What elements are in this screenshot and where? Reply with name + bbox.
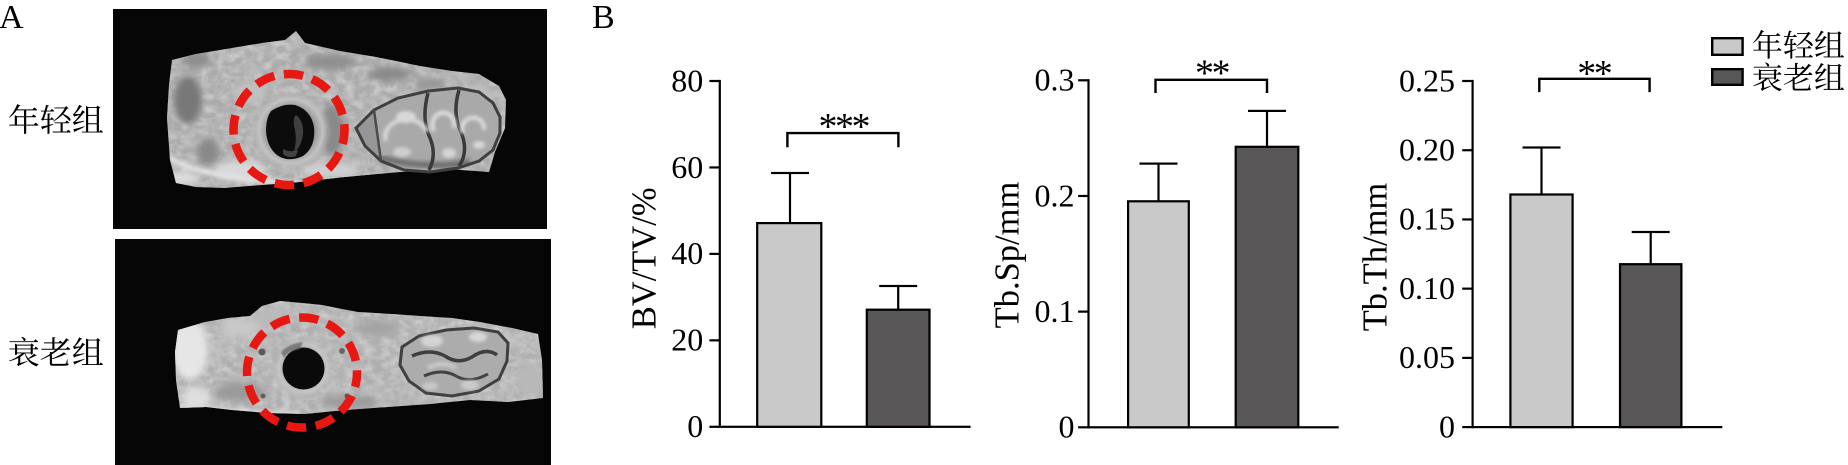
svg-text:0.25: 0.25 [1399,62,1455,98]
svg-text:0.2: 0.2 [1035,177,1075,213]
svg-text:20: 20 [671,322,703,358]
svg-text:60: 60 [671,149,703,185]
svg-text:Tb.Th/mm: Tb.Th/mm [1356,183,1394,332]
svg-text:***: *** [818,106,869,148]
svg-text:80: 80 [671,62,703,98]
svg-text:BV/TV/%: BV/TV/% [625,187,663,329]
svg-text:0.3: 0.3 [1035,62,1075,98]
svg-text:40: 40 [671,235,703,271]
svg-text:0: 0 [687,408,703,444]
svg-text:**: ** [1195,52,1230,94]
svg-text:B: B [592,0,615,36]
svg-text:A: A [0,0,24,36]
svg-text:0.1: 0.1 [1035,293,1075,329]
svg-text:0.05: 0.05 [1399,339,1455,375]
svg-text:0: 0 [1439,408,1455,444]
svg-text:0.10: 0.10 [1399,270,1455,306]
svg-text:**: ** [1577,53,1612,95]
svg-text:0.20: 0.20 [1399,132,1455,168]
svg-text:Tb.Sp/mm: Tb.Sp/mm [989,182,1027,329]
svg-text:0: 0 [1059,409,1075,445]
svg-text:0.15: 0.15 [1399,201,1455,237]
